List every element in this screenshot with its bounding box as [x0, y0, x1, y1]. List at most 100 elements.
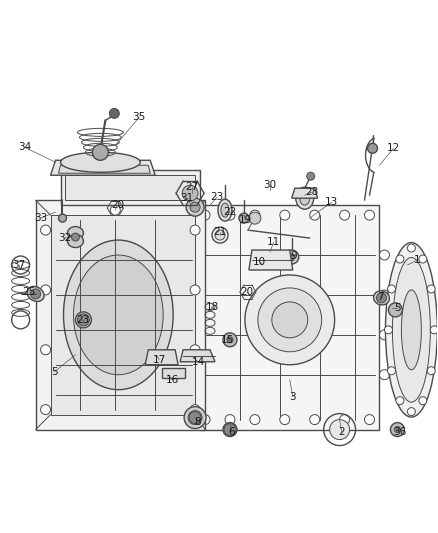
Circle shape: [225, 415, 235, 425]
Text: 1: 1: [414, 255, 420, 265]
Circle shape: [189, 411, 201, 424]
Circle shape: [190, 345, 200, 355]
Circle shape: [389, 303, 403, 317]
Text: 32: 32: [58, 233, 71, 243]
Polygon shape: [59, 165, 150, 173]
Polygon shape: [292, 188, 318, 198]
Polygon shape: [145, 350, 178, 365]
Circle shape: [407, 408, 415, 416]
Text: 31: 31: [180, 193, 194, 203]
Text: 23: 23: [210, 192, 224, 202]
Circle shape: [41, 405, 50, 415]
Text: 23: 23: [76, 315, 89, 325]
Circle shape: [289, 254, 295, 260]
Ellipse shape: [385, 243, 437, 417]
Circle shape: [250, 210, 260, 220]
Circle shape: [227, 337, 233, 343]
Polygon shape: [180, 350, 215, 362]
Circle shape: [388, 367, 396, 375]
Text: 11: 11: [267, 237, 280, 247]
Text: 35: 35: [133, 112, 146, 123]
Circle shape: [310, 210, 320, 220]
Ellipse shape: [296, 187, 314, 209]
Text: 36: 36: [393, 426, 406, 437]
Circle shape: [379, 330, 389, 340]
Text: 3: 3: [290, 392, 296, 402]
Polygon shape: [35, 200, 205, 430]
Circle shape: [379, 290, 389, 300]
Text: 5: 5: [394, 303, 401, 313]
Circle shape: [190, 225, 200, 235]
Circle shape: [272, 302, 308, 338]
Text: 14: 14: [191, 357, 205, 367]
Circle shape: [190, 370, 200, 379]
Ellipse shape: [64, 240, 173, 390]
Circle shape: [339, 210, 350, 220]
Circle shape: [364, 415, 374, 425]
Polygon shape: [50, 160, 155, 175]
Text: 8: 8: [194, 417, 200, 426]
Circle shape: [223, 333, 237, 347]
Circle shape: [41, 285, 50, 295]
Text: 21: 21: [213, 227, 226, 237]
Circle shape: [339, 415, 350, 425]
Polygon shape: [200, 205, 379, 430]
Text: 33: 33: [34, 213, 47, 223]
Circle shape: [215, 230, 225, 240]
Circle shape: [419, 397, 427, 405]
Text: 18: 18: [205, 302, 219, 312]
Text: 30: 30: [263, 180, 276, 190]
Circle shape: [31, 289, 41, 299]
Text: 22: 22: [223, 207, 237, 217]
Ellipse shape: [223, 423, 237, 437]
Polygon shape: [66, 175, 195, 200]
Circle shape: [59, 214, 67, 222]
Circle shape: [190, 405, 200, 415]
Ellipse shape: [300, 191, 310, 205]
Text: 2: 2: [338, 426, 345, 437]
Text: 10: 10: [253, 257, 266, 267]
Ellipse shape: [74, 255, 163, 375]
Text: 15: 15: [220, 335, 233, 345]
Circle shape: [364, 210, 374, 220]
Ellipse shape: [401, 290, 421, 370]
Circle shape: [258, 288, 321, 352]
Circle shape: [307, 172, 314, 180]
Text: 20: 20: [240, 287, 254, 297]
Text: 13: 13: [325, 197, 338, 207]
Circle shape: [285, 250, 299, 264]
Circle shape: [182, 185, 198, 201]
Circle shape: [186, 198, 204, 216]
Text: 17: 17: [152, 355, 166, 365]
Circle shape: [41, 345, 50, 355]
Text: 28: 28: [305, 187, 318, 197]
Circle shape: [224, 424, 236, 435]
Circle shape: [190, 250, 200, 260]
Circle shape: [407, 244, 415, 252]
Text: 20: 20: [111, 200, 124, 210]
Polygon shape: [60, 170, 200, 205]
Ellipse shape: [188, 410, 202, 425]
Circle shape: [280, 415, 290, 425]
Ellipse shape: [67, 235, 83, 247]
Polygon shape: [162, 368, 185, 378]
Text: 19: 19: [239, 215, 253, 225]
Circle shape: [190, 330, 200, 340]
Ellipse shape: [27, 286, 44, 302]
Circle shape: [78, 314, 89, 326]
Text: 6: 6: [229, 426, 235, 437]
Circle shape: [280, 210, 290, 220]
Circle shape: [190, 285, 200, 295]
Circle shape: [110, 108, 119, 118]
Polygon shape: [249, 250, 293, 270]
Circle shape: [390, 423, 404, 437]
Circle shape: [200, 210, 210, 220]
Circle shape: [379, 250, 389, 260]
Text: 25: 25: [22, 287, 35, 297]
Text: 5: 5: [51, 367, 58, 377]
Circle shape: [71, 233, 79, 241]
Circle shape: [250, 415, 260, 425]
Circle shape: [310, 415, 320, 425]
Text: 34: 34: [18, 142, 31, 152]
Ellipse shape: [221, 203, 229, 217]
